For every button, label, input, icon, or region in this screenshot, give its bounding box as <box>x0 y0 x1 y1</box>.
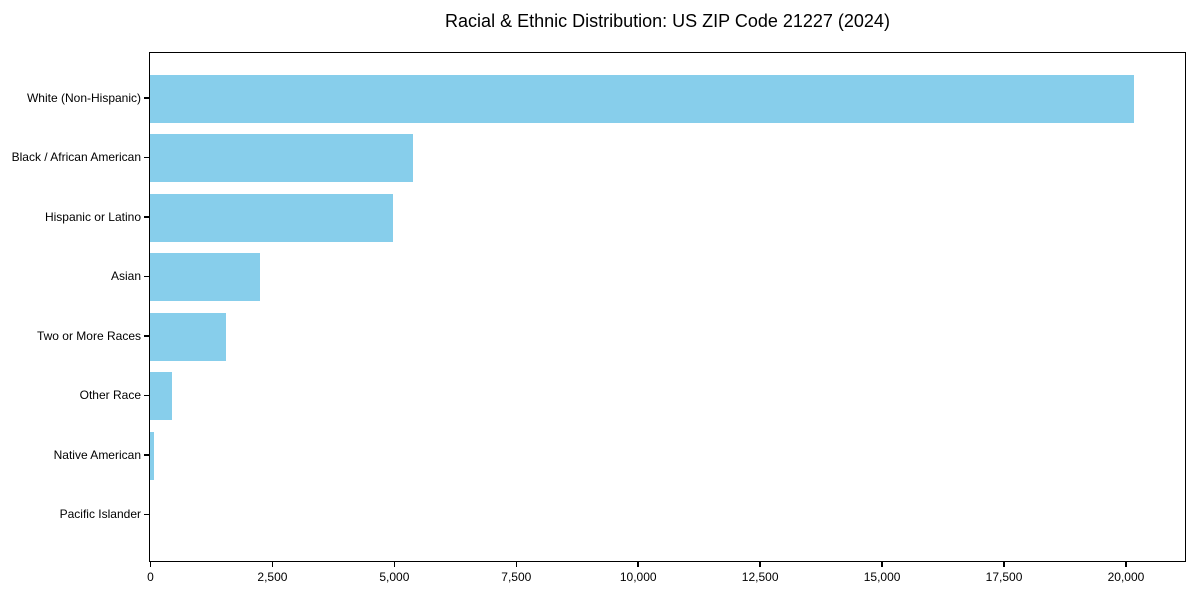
y-axis-label: Hispanic or Latino <box>44 209 141 224</box>
y-axis-label: Pacific Islander <box>59 507 141 522</box>
y-tick-mark <box>144 513 149 515</box>
x-tick-label: 7,500 <box>501 570 532 584</box>
y-axis-label: Black / African American <box>11 150 141 165</box>
x-tick-mark <box>1125 562 1127 567</box>
y-axis-label: Native American <box>53 447 141 462</box>
x-tick-label: 0 <box>147 570 154 584</box>
x-tick-mark <box>1003 562 1005 567</box>
x-tick-mark <box>881 562 883 567</box>
x-tick-mark <box>393 562 396 567</box>
bar-native-american <box>150 431 154 480</box>
bar-black-african-american <box>150 134 413 183</box>
x-tick-label: 17,500 <box>985 570 1023 584</box>
y-axis-label: Two or More Races <box>36 328 141 343</box>
plot-area <box>149 52 1186 562</box>
bar-white-non-hispanic <box>150 74 1134 123</box>
x-tick-mark <box>149 562 152 567</box>
x-tick-mark <box>759 562 761 567</box>
y-tick-mark <box>144 275 149 277</box>
x-tick-label: 12,500 <box>741 570 779 584</box>
y-tick-mark <box>144 454 149 456</box>
y-tick-mark <box>144 156 149 158</box>
y-tick-mark <box>144 394 149 396</box>
y-tick-mark <box>144 97 149 99</box>
y-tick-mark <box>144 335 149 337</box>
y-axis-label: Asian <box>110 269 141 284</box>
x-tick-label: 10,000 <box>619 570 657 584</box>
bar-asian <box>150 253 260 302</box>
x-tick-mark <box>637 562 639 567</box>
bar-other-race <box>150 372 172 421</box>
x-tick-label: 2,500 <box>257 570 288 584</box>
x-tick-mark <box>271 562 274 567</box>
x-tick-label: 5,000 <box>379 570 410 584</box>
x-tick-label: 15,000 <box>863 570 901 584</box>
chart-title: Racial & Ethnic Distribution: US ZIP Cod… <box>445 11 890 31</box>
bar-hispanic-or-latino <box>150 193 394 242</box>
bar-two-or-more-races <box>150 312 226 361</box>
y-axis-label: White (Non-Hispanic) <box>26 90 141 105</box>
y-axis-label: Other Race <box>79 388 141 403</box>
x-tick-mark <box>515 562 518 567</box>
y-tick-mark <box>144 216 149 218</box>
x-tick-label: 20,000 <box>1107 570 1145 584</box>
